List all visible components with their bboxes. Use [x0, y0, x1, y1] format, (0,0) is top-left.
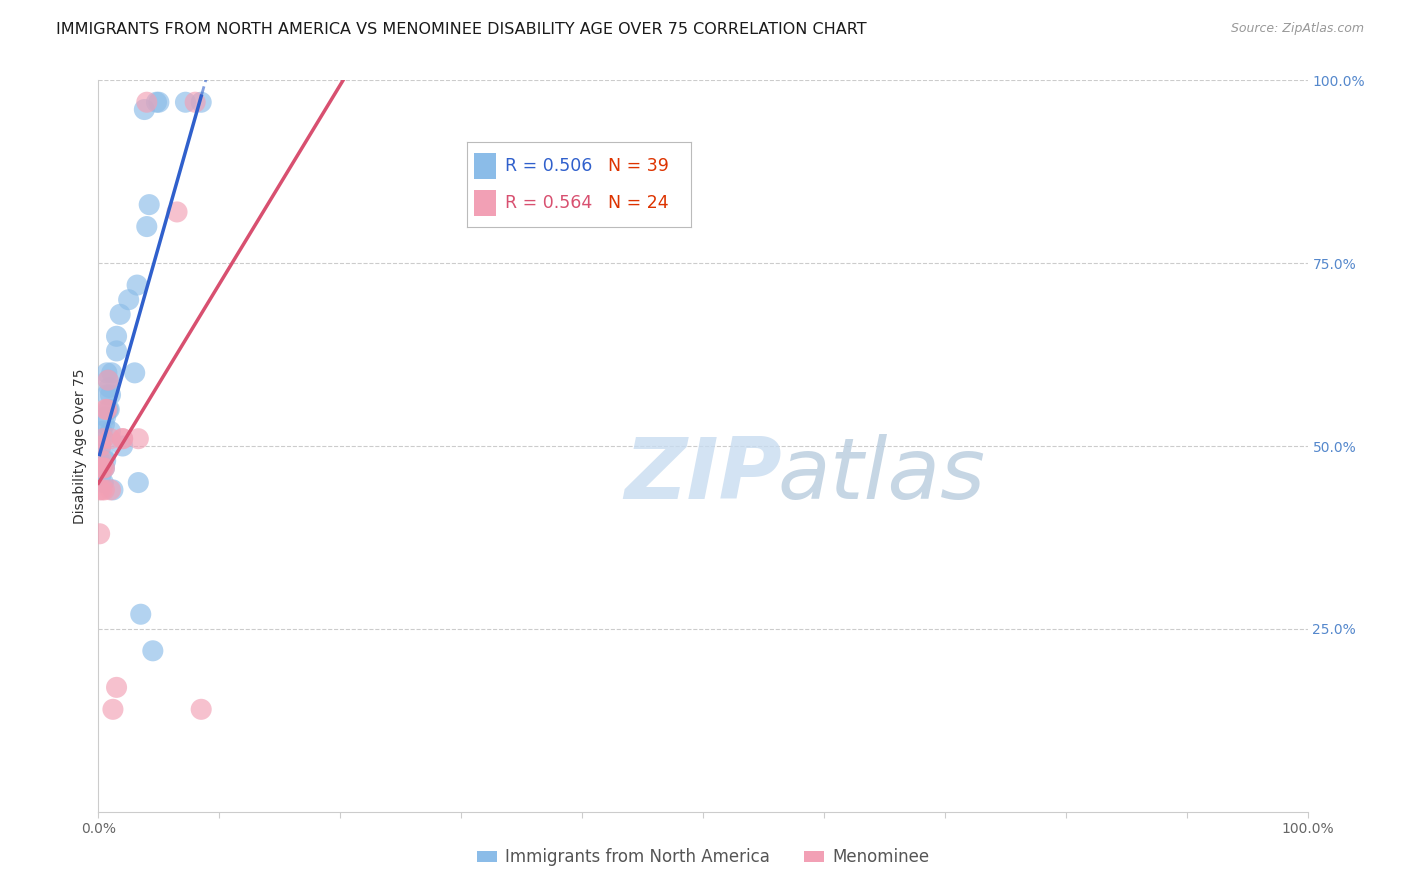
- Point: [111, 432, 134, 446]
- Point: [97, 373, 120, 387]
- Point: [96, 366, 118, 380]
- Point: [89, 526, 111, 541]
- Point: [94, 453, 117, 467]
- Point: [129, 607, 152, 622]
- Point: [111, 432, 134, 446]
- Point: [124, 366, 146, 380]
- Point: [148, 95, 170, 110]
- Point: [91, 425, 114, 439]
- Point: [134, 103, 156, 117]
- Point: [97, 402, 120, 417]
- Point: [105, 343, 128, 358]
- Point: [91, 483, 114, 497]
- Point: [90, 461, 112, 475]
- Point: [100, 483, 122, 497]
- Point: [97, 373, 120, 387]
- Point: [93, 461, 115, 475]
- Point: [96, 402, 118, 417]
- Text: Source: ZipAtlas.com: Source: ZipAtlas.com: [1230, 22, 1364, 36]
- Point: [190, 95, 212, 110]
- Point: [96, 388, 118, 402]
- Point: [105, 329, 128, 343]
- Point: [105, 681, 128, 695]
- Point: [138, 197, 160, 211]
- Point: [93, 461, 115, 475]
- Point: [127, 432, 149, 446]
- Point: [108, 307, 131, 321]
- Bar: [474, 153, 496, 179]
- Legend: Immigrants from North America, Menominee: Immigrants from North America, Menominee: [468, 840, 938, 875]
- Point: [101, 702, 124, 716]
- Point: [91, 432, 114, 446]
- Point: [90, 439, 112, 453]
- Point: [94, 409, 117, 424]
- Point: [135, 219, 157, 234]
- Point: [91, 432, 114, 446]
- Text: N = 24: N = 24: [609, 194, 669, 212]
- Point: [98, 380, 121, 394]
- Point: [184, 95, 207, 110]
- Point: [100, 388, 122, 402]
- Point: [89, 453, 111, 467]
- Point: [89, 483, 111, 497]
- Point: [111, 439, 134, 453]
- Text: atlas: atlas: [778, 434, 986, 516]
- Point: [127, 475, 149, 490]
- Point: [100, 366, 122, 380]
- Point: [91, 461, 114, 475]
- Text: IMMIGRANTS FROM NORTH AMERICA VS MENOMINEE DISABILITY AGE OVER 75 CORRELATION CH: IMMIGRANTS FROM NORTH AMERICA VS MENOMIN…: [56, 22, 868, 37]
- Text: ZIP: ZIP: [624, 434, 782, 516]
- Point: [90, 468, 112, 483]
- Point: [94, 402, 117, 417]
- Point: [174, 95, 197, 110]
- Point: [93, 483, 115, 497]
- Point: [135, 95, 157, 110]
- Y-axis label: Disability Age Over 75: Disability Age Over 75: [73, 368, 87, 524]
- Text: R = 0.506: R = 0.506: [505, 157, 592, 175]
- Point: [91, 461, 114, 475]
- Point: [91, 475, 114, 490]
- Point: [190, 702, 212, 716]
- Bar: [474, 190, 496, 217]
- Point: [166, 205, 188, 219]
- Point: [98, 402, 121, 417]
- Text: R = 0.564: R = 0.564: [505, 194, 592, 212]
- Point: [93, 417, 115, 431]
- Point: [118, 293, 141, 307]
- Text: N = 39: N = 39: [609, 157, 669, 175]
- Point: [101, 483, 124, 497]
- Point: [142, 644, 165, 658]
- Point: [100, 425, 122, 439]
- Point: [91, 453, 114, 467]
- Point: [100, 432, 122, 446]
- Point: [90, 439, 112, 453]
- Point: [127, 278, 149, 293]
- Point: [91, 446, 114, 460]
- Point: [145, 95, 167, 110]
